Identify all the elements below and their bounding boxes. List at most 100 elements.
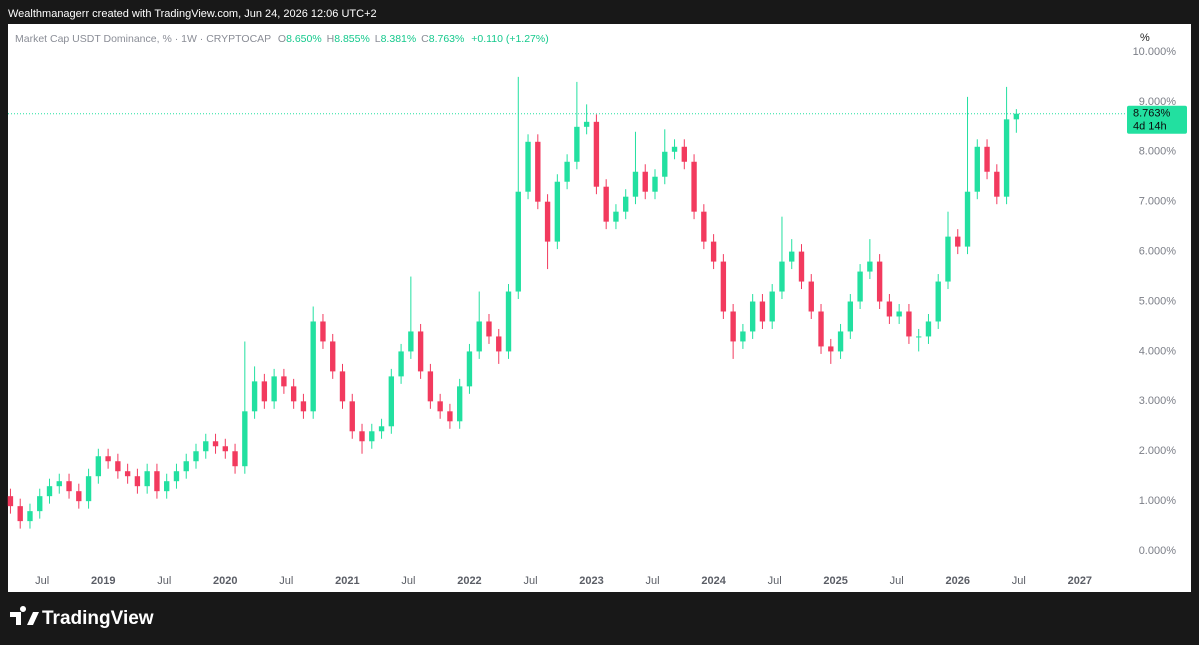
x-tick-label: Jul — [279, 575, 293, 587]
candle-body — [916, 336, 922, 338]
candle-body — [173, 471, 180, 482]
caption: Wealthmanagerr created with TradingView.… — [8, 8, 377, 20]
x-tick-label: 2025 — [823, 575, 847, 587]
candle-body — [447, 411, 453, 422]
candle-body — [222, 446, 228, 452]
candle-body — [710, 241, 717, 262]
candle-body — [945, 236, 951, 282]
x-tick-label: Jul — [890, 575, 904, 587]
candle-body — [417, 331, 424, 372]
candle-body — [349, 401, 355, 432]
candle-body — [144, 471, 150, 487]
candle-body — [691, 161, 697, 212]
y-tick-label: 4.000% — [1139, 345, 1177, 357]
candle-body — [593, 121, 600, 187]
candle-body — [27, 511, 33, 522]
y-tick-label: 5.000% — [1139, 295, 1177, 307]
candle-body — [95, 456, 102, 477]
candle-body — [408, 331, 414, 352]
x-tick-label: 2021 — [335, 575, 359, 587]
ohlc-name: C — [421, 33, 429, 45]
candle-body — [632, 171, 639, 197]
x-tick-label: Jul — [646, 575, 660, 587]
candle-body — [896, 311, 902, 317]
ohlc-value: 8.855% — [334, 33, 370, 45]
candle-body — [535, 141, 541, 202]
candle-body — [7, 496, 14, 507]
ohlc-value: 8.763% — [429, 33, 465, 45]
candle-body — [466, 351, 473, 387]
candle-body — [85, 476, 92, 502]
candle-body — [525, 141, 531, 192]
candle-body — [300, 401, 307, 412]
candle-body — [886, 301, 893, 317]
candle-body — [486, 321, 492, 337]
chart-title: Market Cap USDT Dominance, % · 1W · CRYP… — [15, 33, 271, 45]
x-tick-label: 2024 — [701, 575, 726, 587]
y-tick-label: 6.000% — [1139, 246, 1177, 258]
x-tick-label: 2019 — [91, 575, 115, 587]
x-tick-label: 2026 — [946, 575, 970, 587]
chart-area — [8, 24, 1191, 592]
x-tick-label: Jul — [1012, 575, 1026, 587]
candle-body — [789, 251, 795, 262]
candle-body — [203, 441, 209, 452]
candle-body — [613, 211, 619, 222]
last-price-label: 8.763% — [1133, 108, 1171, 120]
y-tick-label: 1.000% — [1139, 495, 1177, 507]
x-tick-label: Jul — [35, 575, 49, 587]
candle-body — [544, 201, 551, 242]
candle-body — [515, 191, 521, 292]
y-tick-label: 0.000% — [1139, 545, 1177, 557]
candle-body — [730, 311, 736, 342]
candle-body — [505, 291, 512, 352]
candle-body — [603, 186, 609, 222]
candle-body — [456, 386, 463, 422]
candle-body — [642, 171, 648, 192]
legend-line: Market Cap USDT Dominance, % · 1W · CRYP… — [15, 33, 549, 45]
countdown: 4d 14h — [1133, 121, 1167, 133]
candle-body — [779, 261, 785, 292]
candle-body — [740, 331, 746, 342]
candle-body — [554, 181, 561, 242]
candle-body — [359, 431, 365, 442]
candle-body — [17, 506, 23, 522]
candle-body — [759, 301, 766, 322]
candle-body — [290, 386, 297, 402]
unit-label: % — [1140, 32, 1150, 44]
candle-body — [906, 311, 912, 337]
candle-body — [837, 331, 844, 352]
candle-body — [154, 471, 160, 492]
last-price-tag — [1127, 105, 1187, 134]
ohlc-value: 8.381% — [381, 33, 417, 45]
candle-body — [662, 151, 668, 177]
logo-icon — [10, 605, 39, 625]
candle-body — [818, 311, 824, 347]
logo: TradingView — [10, 605, 154, 629]
candle-body — [232, 451, 238, 467]
candle-body — [369, 431, 375, 442]
candle-body — [46, 486, 53, 497]
x-tick-label: Jul — [768, 575, 782, 587]
y-tick-label: 3.000% — [1139, 395, 1177, 407]
ohlc-name: H — [327, 33, 335, 45]
candle-body — [994, 171, 1000, 197]
change: +0.110 (+1.27%) — [471, 33, 548, 45]
y-tick-label: 2.000% — [1139, 445, 1177, 457]
candle-body — [925, 321, 932, 337]
candle-body — [964, 191, 971, 247]
candle-body — [720, 261, 727, 312]
x-tick-label: Jul — [401, 575, 415, 587]
candle-body — [974, 146, 980, 192]
y-tick-label: 7.000% — [1139, 196, 1177, 208]
candle-body — [935, 281, 941, 322]
candle-body — [496, 336, 502, 352]
candle-body — [398, 351, 404, 377]
candle-body — [388, 376, 395, 427]
candle-body — [164, 481, 170, 492]
candle-body — [857, 271, 863, 302]
candle-body — [769, 291, 775, 322]
ohlc-value: 8.650% — [286, 33, 322, 45]
candle-body — [427, 371, 434, 402]
